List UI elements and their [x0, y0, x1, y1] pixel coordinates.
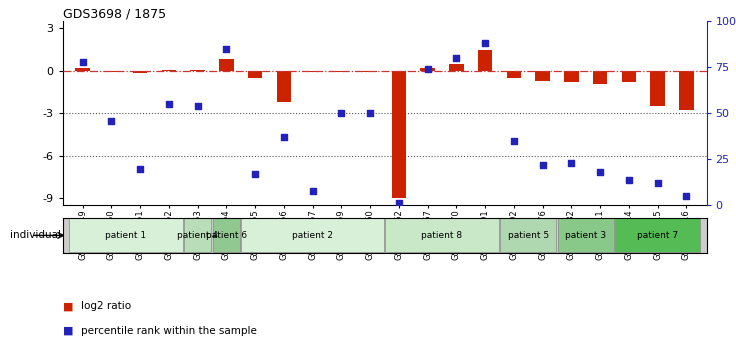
Text: patient 7: patient 7	[637, 231, 679, 240]
Point	[134, 166, 146, 171]
Bar	[133, 71, 147, 73]
Point	[307, 188, 319, 193]
Bar	[213, 218, 240, 252]
Bar	[191, 70, 205, 71]
Point	[479, 40, 491, 46]
Point	[537, 162, 548, 168]
Bar	[219, 59, 233, 71]
Bar	[69, 218, 183, 252]
Bar	[392, 71, 406, 198]
Point	[450, 55, 462, 61]
Point	[652, 181, 664, 186]
Bar	[449, 64, 464, 71]
Point	[250, 171, 261, 177]
Text: log2 ratio: log2 ratio	[81, 301, 131, 311]
Text: ■: ■	[63, 326, 73, 336]
Point	[192, 103, 204, 109]
Text: patient 4: patient 4	[177, 231, 218, 240]
Bar	[565, 71, 578, 82]
Bar	[277, 71, 291, 102]
Bar	[241, 218, 384, 252]
Point	[105, 118, 117, 124]
Point	[278, 135, 290, 140]
Point	[565, 160, 577, 166]
Bar	[334, 71, 349, 72]
Bar	[478, 50, 492, 71]
Bar	[536, 71, 550, 81]
Point	[681, 193, 693, 199]
Bar	[500, 218, 556, 252]
Bar	[76, 68, 90, 71]
Point	[364, 110, 376, 116]
Text: patient 2: patient 2	[292, 231, 333, 240]
Point	[422, 66, 434, 72]
Text: GDS3698 / 1875: GDS3698 / 1875	[63, 7, 166, 20]
Bar	[558, 218, 614, 252]
Point	[163, 101, 175, 107]
Text: individual: individual	[10, 230, 61, 240]
Text: percentile rank within the sample: percentile rank within the sample	[81, 326, 257, 336]
Point	[336, 110, 347, 116]
Bar	[105, 71, 118, 72]
Bar	[651, 71, 665, 106]
Text: patient 6: patient 6	[206, 231, 247, 240]
Text: ■: ■	[63, 301, 73, 311]
Bar	[420, 68, 435, 71]
Text: patient 8: patient 8	[422, 231, 463, 240]
Bar	[679, 71, 693, 110]
Text: patient 5: patient 5	[508, 231, 549, 240]
Bar	[622, 71, 636, 82]
Point	[393, 201, 405, 206]
Bar	[615, 218, 700, 252]
Bar	[363, 71, 378, 72]
Bar	[162, 70, 176, 71]
Bar	[248, 71, 262, 78]
Point	[77, 59, 88, 64]
Text: patient 3: patient 3	[565, 231, 606, 240]
Point	[508, 138, 520, 144]
Bar	[305, 71, 320, 72]
Point	[623, 177, 635, 182]
Bar	[507, 71, 521, 78]
Point	[221, 46, 233, 52]
Bar	[184, 218, 211, 252]
Text: patient 1: patient 1	[105, 231, 146, 240]
Bar	[385, 218, 499, 252]
Point	[594, 169, 606, 175]
Bar	[593, 71, 607, 84]
